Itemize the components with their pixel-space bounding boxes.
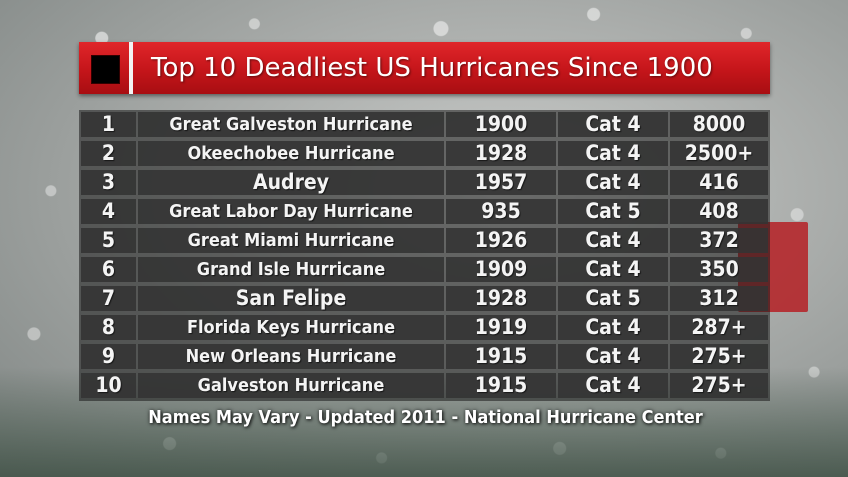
year-cell: 1900 bbox=[446, 112, 556, 137]
year-cell: 935 bbox=[446, 199, 556, 224]
rank-cell: 10 bbox=[81, 373, 136, 398]
rank-cell: 5 bbox=[81, 228, 136, 253]
name-cell: Galveston Hurricane bbox=[138, 373, 444, 398]
hurricane-table: 1 Great Galveston Hurricane 1900 Cat 4 8… bbox=[79, 110, 770, 401]
deaths-cell: 372 bbox=[670, 228, 768, 253]
deaths-cell: 287+ bbox=[670, 315, 768, 340]
name-cell: Audrey bbox=[138, 170, 444, 195]
source-footer: Names May Vary - Updated 2011 - National… bbox=[148, 407, 703, 428]
deaths-cell: 350 bbox=[670, 257, 768, 282]
table-row: 7 San Felipe 1928 Cat 5 312 bbox=[79, 285, 770, 312]
name-cell: New Orleans Hurricane bbox=[138, 344, 444, 369]
name-cell: Florida Keys Hurricane bbox=[138, 315, 444, 340]
table-row: 1 Great Galveston Hurricane 1900 Cat 4 8… bbox=[79, 111, 770, 138]
category-cell: Cat 4 bbox=[558, 344, 668, 369]
category-cell: Cat 4 bbox=[558, 170, 668, 195]
deaths-cell: 2500+ bbox=[670, 141, 768, 166]
table-row: 9 New Orleans Hurricane 1915 Cat 4 275+ bbox=[79, 343, 770, 370]
title-divider bbox=[129, 42, 133, 94]
deaths-cell: 275+ bbox=[670, 344, 768, 369]
title-bar: Top 10 Deadliest US Hurricanes Since 190… bbox=[79, 42, 770, 94]
category-cell: Cat 4 bbox=[558, 373, 668, 398]
category-cell: Cat 5 bbox=[558, 199, 668, 224]
category-cell: Cat 4 bbox=[558, 257, 668, 282]
table-row: 4 Great Labor Day Hurricane 935 Cat 5 40… bbox=[79, 198, 770, 225]
table-row: 10 Galveston Hurricane 1915 Cat 4 275+ bbox=[79, 372, 770, 399]
rank-cell: 4 bbox=[81, 199, 136, 224]
category-cell: Cat 5 bbox=[558, 286, 668, 311]
category-cell: Cat 4 bbox=[558, 228, 668, 253]
name-cell: Great Galveston Hurricane bbox=[138, 112, 444, 137]
name-cell: Great Labor Day Hurricane bbox=[138, 199, 444, 224]
rank-cell: 8 bbox=[81, 315, 136, 340]
rank-cell: 2 bbox=[81, 141, 136, 166]
rank-cell: 3 bbox=[81, 170, 136, 195]
name-cell: Grand Isle Hurricane bbox=[138, 257, 444, 282]
category-cell: Cat 4 bbox=[558, 315, 668, 340]
page-title: Top 10 Deadliest US Hurricanes Since 190… bbox=[151, 53, 713, 83]
year-cell: 1915 bbox=[446, 344, 556, 369]
year-cell: 1926 bbox=[446, 228, 556, 253]
name-cell: San Felipe bbox=[138, 286, 444, 311]
table-row: 5 Great Miami Hurricane 1926 Cat 4 372 bbox=[79, 227, 770, 254]
deaths-cell: 408 bbox=[670, 199, 768, 224]
table-row: 6 Grand Isle Hurricane 1909 Cat 4 350 bbox=[79, 256, 770, 283]
deaths-cell: 275+ bbox=[670, 373, 768, 398]
year-cell: 1957 bbox=[446, 170, 556, 195]
year-cell: 1928 bbox=[446, 286, 556, 311]
year-cell: 1909 bbox=[446, 257, 556, 282]
table-row: 8 Florida Keys Hurricane 1919 Cat 4 287+ bbox=[79, 314, 770, 341]
category-cell: Cat 4 bbox=[558, 112, 668, 137]
rank-cell: 9 bbox=[81, 344, 136, 369]
rank-cell: 1 bbox=[81, 112, 136, 137]
year-cell: 1915 bbox=[446, 373, 556, 398]
table-row: 3 Audrey 1957 Cat 4 416 bbox=[79, 169, 770, 196]
black-square-icon bbox=[91, 55, 120, 84]
rank-cell: 6 bbox=[81, 257, 136, 282]
name-cell: Great Miami Hurricane bbox=[138, 228, 444, 253]
name-cell: Okeechobee Hurricane bbox=[138, 141, 444, 166]
table-row: 2 Okeechobee Hurricane 1928 Cat 4 2500+ bbox=[79, 140, 770, 167]
deaths-cell: 8000 bbox=[670, 112, 768, 137]
rank-cell: 7 bbox=[81, 286, 136, 311]
deaths-cell: 312 bbox=[670, 286, 768, 311]
year-cell: 1928 bbox=[446, 141, 556, 166]
category-cell: Cat 4 bbox=[558, 141, 668, 166]
year-cell: 1919 bbox=[446, 315, 556, 340]
deaths-cell: 416 bbox=[670, 170, 768, 195]
